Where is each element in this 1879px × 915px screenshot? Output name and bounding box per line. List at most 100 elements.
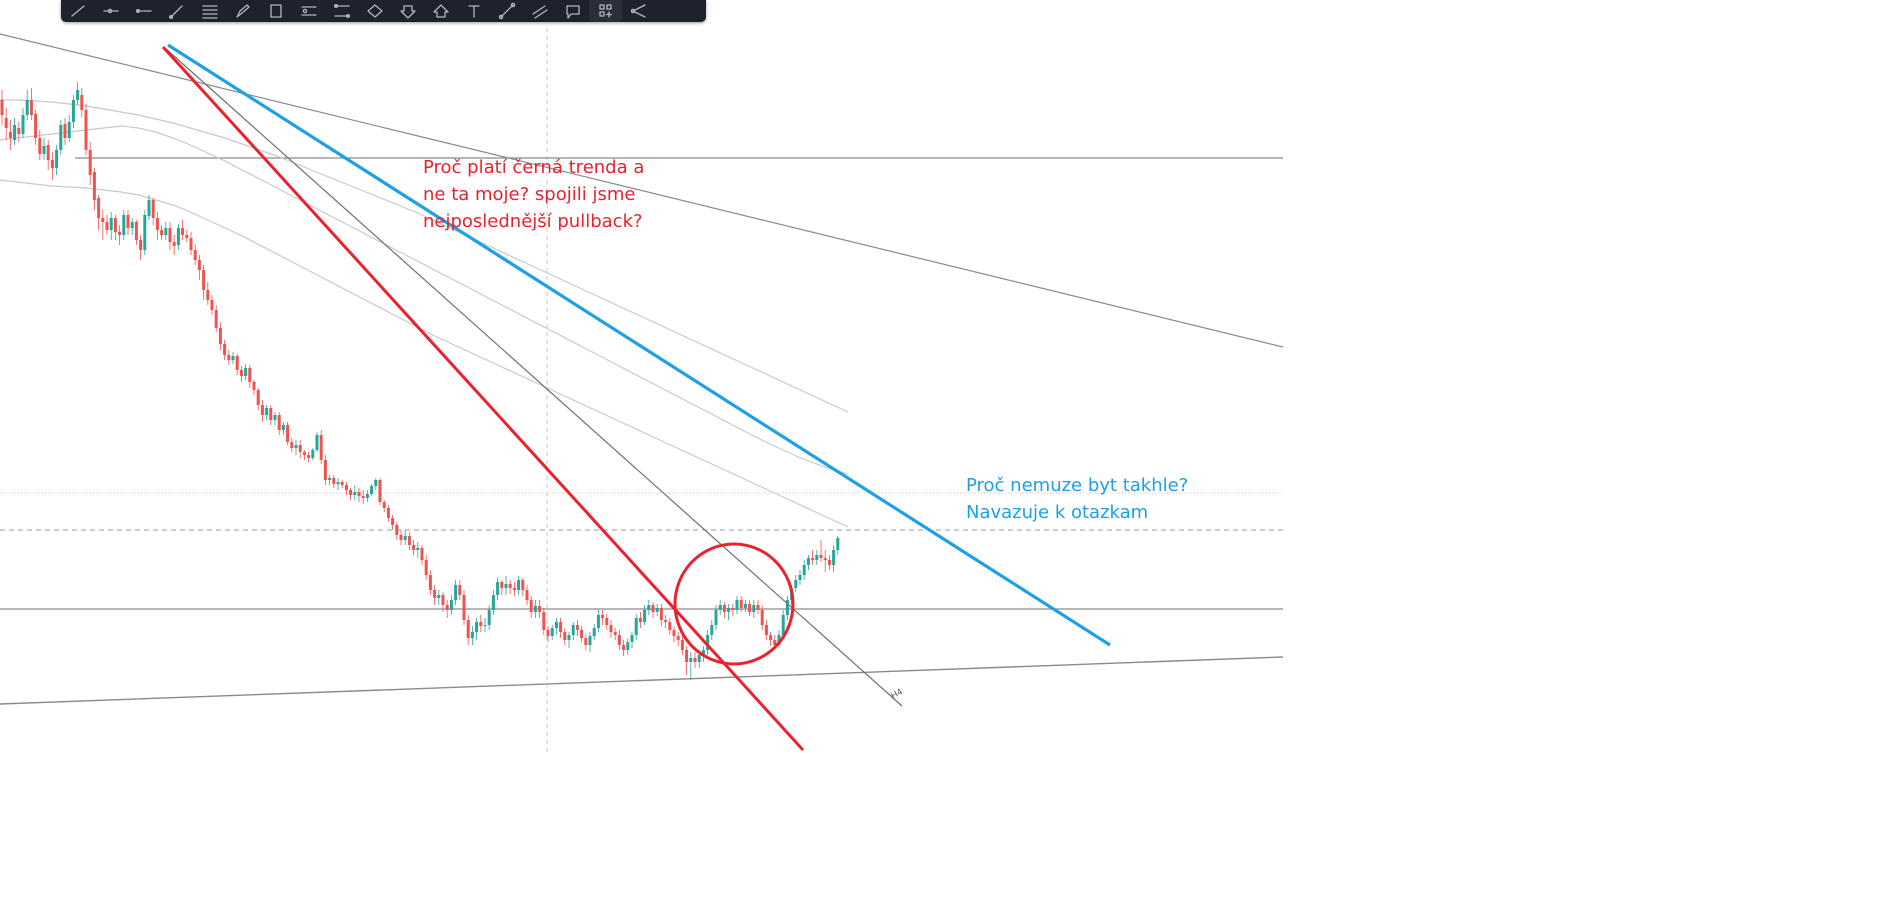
candle: [676, 632, 680, 646]
candle: [722, 602, 726, 618]
candle: [580, 626, 584, 642]
candle: [25, 90, 29, 120]
red-trendline[interactable]: [161, 45, 805, 752]
horizontal-ray-icon[interactable]: [94, 0, 127, 22]
support-trendline[interactable]: [0, 656, 1284, 705]
candle: [281, 422, 285, 435]
candle: [399, 530, 403, 545]
callout-icon[interactable]: [556, 0, 589, 22]
candle: [340, 480, 344, 488]
candle: [420, 545, 424, 565]
candle: [689, 652, 693, 680]
candle: [487, 605, 491, 630]
candle: [105, 215, 109, 235]
candle: [668, 618, 672, 635]
candle: [155, 212, 159, 240]
candle: [197, 255, 201, 280]
candle: [643, 605, 647, 625]
candle: [227, 350, 231, 365]
pen-icon[interactable]: [226, 0, 259, 22]
candle: [214, 305, 218, 332]
drawings-layer: [0, 33, 1284, 752]
candle: [500, 580, 504, 595]
candle: [760, 605, 764, 630]
candle: [332, 475, 336, 488]
candle: [97, 195, 101, 230]
candle: [307, 452, 311, 462]
candle: [416, 542, 420, 558]
candle: [517, 576, 521, 595]
candle: [731, 604, 735, 616]
object-tree-icon[interactable]: [589, 0, 622, 22]
candle: [63, 118, 67, 145]
blue-trendline[interactable]: [167, 43, 1111, 647]
candle: [693, 652, 697, 668]
candle: [466, 615, 470, 645]
parallel-channel-icon[interactable]: [523, 0, 556, 22]
candle: [176, 224, 180, 250]
candle: [567, 632, 571, 648]
candle: [727, 604, 731, 620]
annotation-red-question[interactable]: Proč platí černá trenda a ne ta moje? sp…: [423, 157, 645, 232]
candle: [130, 218, 134, 235]
trend-line-icon[interactable]: [61, 0, 94, 22]
candle: [315, 432, 319, 452]
candle: [239, 366, 243, 382]
candle: [815, 550, 819, 565]
candle: [554, 618, 558, 635]
visual-order-icon[interactable]: [622, 0, 655, 22]
candle: [764, 620, 768, 640]
candle: [458, 580, 462, 600]
candle: [433, 585, 437, 605]
candle: [319, 430, 323, 464]
long-term-trendline[interactable]: [0, 33, 1284, 348]
candle: [42, 138, 46, 160]
candle: [185, 230, 189, 242]
long-position-icon[interactable]: [292, 0, 325, 22]
pattern-icon[interactable]: [358, 0, 391, 22]
candle: [794, 575, 798, 592]
candle: [378, 478, 382, 505]
candle: [811, 550, 815, 565]
red-circle-highlight[interactable]: [673, 542, 795, 666]
candle: [802, 560, 806, 580]
arrow-down-marker-icon[interactable]: [391, 0, 424, 22]
candle: [38, 130, 42, 160]
brush-icon[interactable]: [160, 0, 193, 22]
candle: [302, 450, 306, 460]
candle: [508, 580, 512, 594]
candle: [76, 82, 80, 105]
candle: [664, 615, 668, 628]
candle: [361, 490, 365, 504]
candle: [601, 610, 605, 625]
rectangle-icon[interactable]: [259, 0, 292, 22]
ruler-icon[interactable]: [490, 0, 523, 22]
candle: [59, 120, 63, 155]
candle: [428, 570, 432, 595]
candle: [277, 412, 281, 435]
moving-averages: [0, 99, 849, 528]
candle: [638, 612, 642, 628]
black-trendline[interactable]: [164, 47, 903, 707]
candle: [202, 265, 206, 300]
candle: [328, 475, 332, 485]
arrow-up-marker-icon[interactable]: [424, 0, 457, 22]
text-icon[interactable]: [457, 0, 490, 22]
candle: [609, 620, 613, 638]
candle: [605, 614, 609, 630]
candle: [748, 600, 752, 616]
annotation-blue-question[interactable]: Proč nemuze byt takhle? Navazuje k otazk…: [966, 475, 1189, 523]
candle: [412, 540, 416, 555]
candle: [34, 110, 38, 145]
price-range-icon[interactable]: [325, 0, 358, 22]
drawing-toolbar: [61, 0, 706, 22]
candle: [546, 626, 550, 642]
fib-retracement-icon[interactable]: [193, 0, 226, 22]
candle: [181, 220, 185, 240]
candle: [84, 104, 88, 155]
candle: [403, 530, 407, 545]
horizontal-line-icon[interactable]: [127, 0, 160, 22]
candle: [21, 108, 25, 138]
price-chart[interactable]: H4: [0, 0, 1545, 765]
candle: [139, 235, 143, 260]
